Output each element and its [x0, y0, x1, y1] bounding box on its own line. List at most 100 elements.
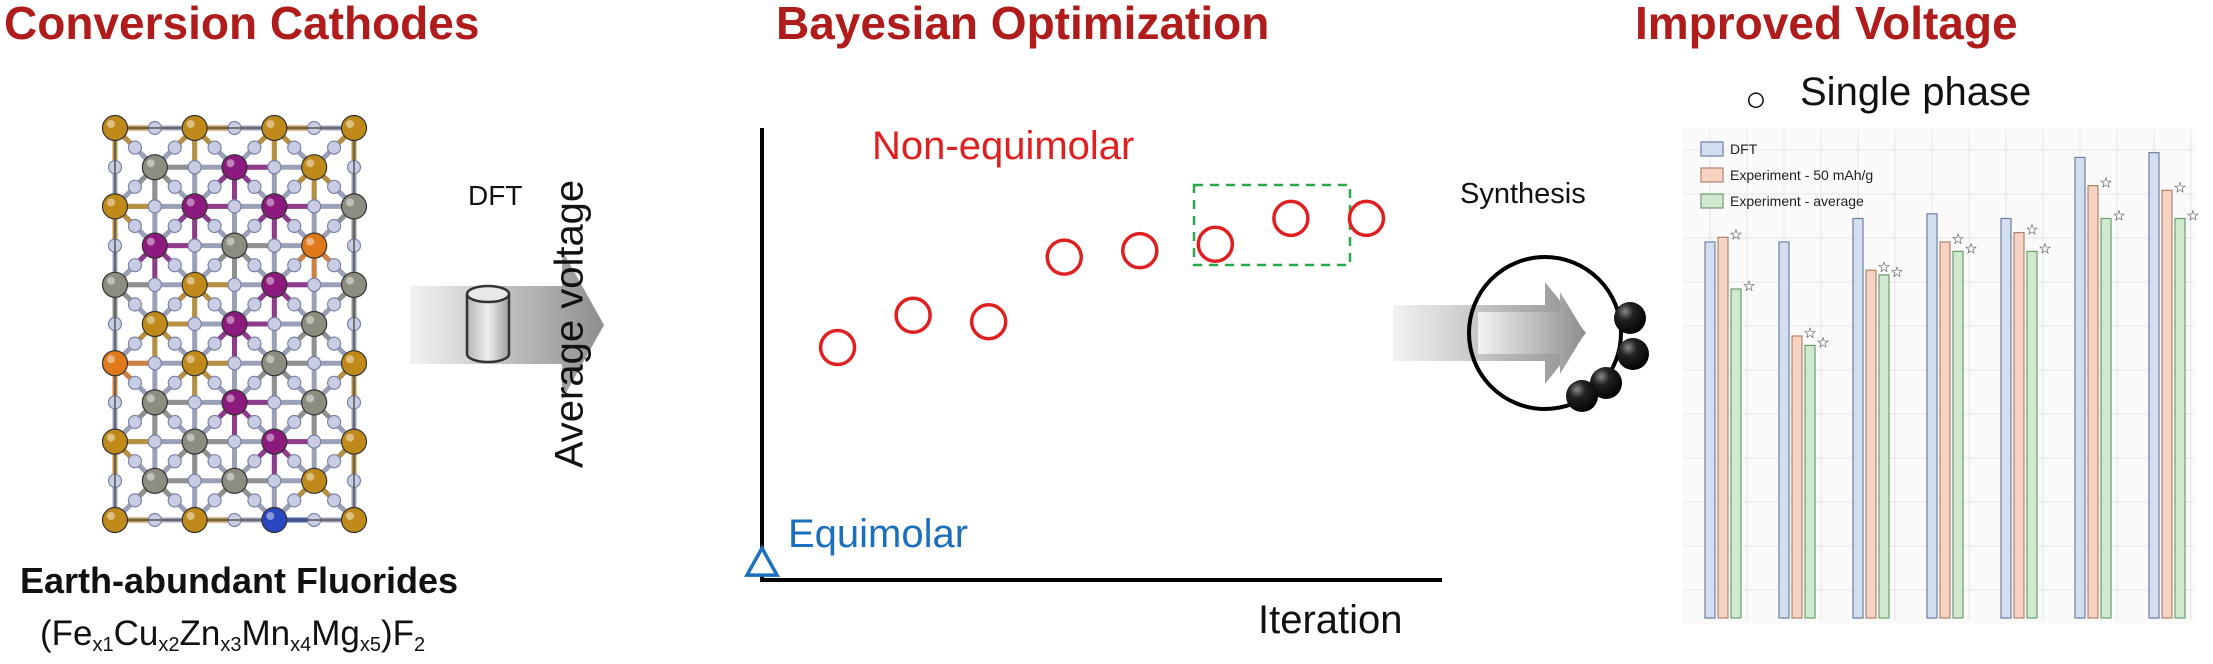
fluorine-atom	[187, 473, 202, 488]
fluorine-atom	[247, 493, 262, 508]
fluorine-atom	[167, 454, 182, 469]
metal-atom	[101, 350, 129, 377]
atom-highlight	[107, 512, 115, 520]
metal-atom	[181, 271, 208, 298]
atom-highlight	[306, 316, 315, 324]
atom-highlight	[346, 120, 354, 128]
fluorine-atom	[326, 179, 342, 194]
metal-atom	[221, 154, 248, 181]
fluorine-atom	[267, 316, 282, 332]
atom-highlight	[186, 433, 195, 442]
scatter-point	[818, 328, 857, 367]
fluorine-atom	[207, 336, 222, 351]
single-phase-star: ☆	[1742, 277, 1755, 295]
fluorine-atom	[287, 454, 302, 469]
atom-highlight	[346, 512, 354, 520]
fluorine-atom	[147, 199, 162, 214]
metal-atom	[340, 428, 368, 455]
inset-bar	[2074, 156, 2086, 619]
formula-sub: x3	[220, 634, 242, 656]
fluorine-atom	[167, 493, 182, 508]
metal-atom	[340, 271, 368, 298]
fluorine-atom	[247, 414, 262, 430]
metal-atom	[181, 193, 208, 220]
fluorine-atom	[326, 414, 342, 430]
atom-highlight	[146, 394, 155, 403]
fluorine-atom	[147, 356, 162, 371]
single-phase-star: ☆	[1729, 225, 1742, 243]
formula-sub: x1	[92, 634, 114, 656]
metal-atom	[261, 271, 288, 298]
formula-el: Cu	[113, 614, 159, 653]
metal-atom	[301, 310, 328, 338]
metal-atom	[101, 271, 129, 298]
fluorine-atom	[267, 160, 282, 175]
inset-bar	[1865, 269, 1877, 619]
single-phase-star: ☆	[1951, 230, 1964, 248]
metal-atom	[101, 193, 129, 220]
fluorine-atom	[307, 356, 322, 371]
fluorine-atom	[247, 258, 262, 273]
atom-highlight	[266, 198, 275, 207]
scatter-point	[1045, 238, 1083, 276]
metal-atom	[141, 232, 168, 259]
fluorine-atom	[147, 277, 162, 292]
inset-bar	[2100, 217, 2112, 619]
fluorine-atom	[287, 179, 302, 194]
single-phase-star: ☆	[1890, 263, 1903, 281]
formula-el: Zn	[179, 614, 221, 653]
single-phase-star: ☆	[2025, 221, 2038, 239]
fluorine-atom	[127, 297, 143, 312]
formula-el: Mn	[241, 614, 291, 653]
metal-atom	[221, 467, 248, 494]
fluorine-atom	[167, 375, 182, 390]
metal-atom	[141, 154, 168, 181]
fluorine-atom	[287, 258, 302, 273]
atom-highlight	[266, 433, 275, 442]
fluorine-atom	[127, 336, 143, 351]
unit-cell-outline	[114, 127, 355, 521]
formula-sub: x4	[290, 634, 312, 656]
atom-highlight	[346, 355, 354, 364]
atom-highlight	[226, 472, 235, 481]
formula-sub: x2	[158, 634, 180, 656]
scatter-points	[744, 199, 1386, 577]
equimolar-point	[744, 544, 780, 577]
dft-label: DFT	[468, 180, 523, 211]
fluorine-atom	[247, 375, 262, 390]
fluorine-atom	[207, 375, 222, 390]
scatter-axes	[760, 128, 1442, 582]
inset-bar	[1939, 241, 1951, 619]
atom-highlight	[266, 512, 275, 520]
fluorine-atom	[207, 414, 222, 430]
fluorine-atom	[267, 395, 282, 410]
fluorine-atom	[287, 414, 302, 430]
metal-atom	[340, 350, 368, 377]
fluorine-atom	[326, 454, 342, 469]
chemical-formula: (Fex1Cux2Znx3Mnx4Mgx5)F2	[40, 614, 425, 657]
synthesis-label: Synthesis	[1460, 178, 1586, 210]
atom-highlight	[346, 433, 354, 442]
fluorine-atom	[187, 238, 202, 253]
metal-atom	[261, 114, 288, 142]
inset-bar	[2148, 152, 2160, 619]
inset-bar	[2000, 217, 2012, 619]
inset-bar	[2013, 232, 2025, 619]
metal-atom	[181, 506, 208, 534]
atom-highlight	[107, 198, 115, 207]
inset-bar	[1804, 344, 1816, 619]
voltage-bar-chart: ☆☆☆☆☆ ☆☆☆☆☆☆☆☆☆	[1682, 128, 2200, 624]
inset-bar	[2174, 217, 2186, 619]
formula-open: (	[40, 614, 52, 653]
metal-atom	[261, 193, 288, 220]
fluorine-atom	[326, 297, 342, 312]
fluorine-atom	[227, 356, 242, 371]
single-phase-star: ☆	[2173, 178, 2186, 196]
synthesis-flask-icon	[1467, 255, 1649, 412]
fluorine-atom	[307, 277, 322, 292]
fluorine-atom	[267, 238, 282, 253]
fluorine-atom	[287, 375, 302, 390]
atom-highlight	[266, 276, 275, 285]
fluorine-atom	[227, 434, 242, 449]
inset-legend-dft: DFT	[1730, 141, 1758, 157]
